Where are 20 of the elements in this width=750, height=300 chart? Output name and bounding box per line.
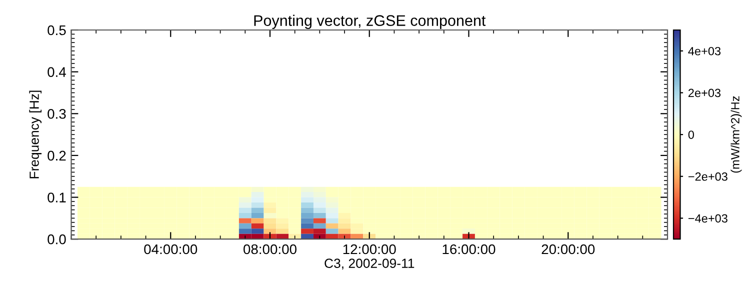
color-bar-title: (mW/km^2)/Hz bbox=[730, 96, 742, 173]
color-bar-label: 4e+03 bbox=[688, 46, 721, 56]
y-axis-title: Frequency [Hz] bbox=[29, 90, 42, 178]
y-tick-label: 0.2 bbox=[48, 150, 66, 161]
y-tick-label: 0.0 bbox=[48, 234, 66, 244]
x-tick-label: 08:00:00 bbox=[244, 244, 296, 254]
y-tick-label: 0.5 bbox=[48, 25, 66, 36]
color-bar-label: −2e+03 bbox=[688, 172, 728, 181]
x-tick-label: 16:00:00 bbox=[442, 244, 496, 254]
x-tick-label: 12:00:00 bbox=[343, 244, 396, 254]
chart-title: Poynting vector, zGSE component bbox=[254, 14, 486, 30]
color-bar-label: 2e+03 bbox=[688, 88, 721, 98]
y-tick-label: 0.4 bbox=[48, 67, 66, 77]
x-tick-label: 20:00:00 bbox=[542, 244, 595, 254]
y-tick-label: 0.1 bbox=[48, 192, 66, 202]
color-bar-label: −4e+03 bbox=[688, 214, 728, 223]
y-tick-label: 0.3 bbox=[48, 108, 66, 119]
x-tick-label: 04:00:00 bbox=[144, 244, 198, 254]
color-bar-label: 0 bbox=[688, 130, 694, 139]
x-axis-title: C3, 2002-09-11 bbox=[324, 258, 414, 270]
